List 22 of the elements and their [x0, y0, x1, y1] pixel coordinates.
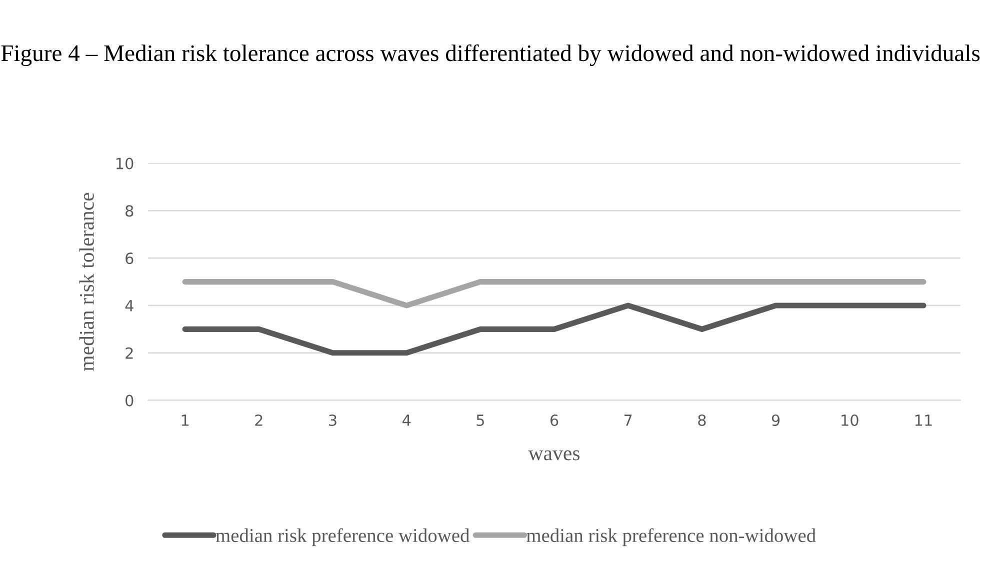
x-tick-label: 8	[698, 414, 706, 426]
y-tick-label: 0	[126, 394, 134, 406]
y-axis-title: median risk tolerance	[79, 192, 94, 372]
x-tick-label: 7	[624, 414, 632, 426]
x-tick-label: 1	[182, 414, 188, 426]
y-tick-label: 8	[126, 205, 134, 217]
y-tick-label: 6	[126, 252, 134, 264]
x-tick-label: 2	[255, 414, 262, 426]
x-axis-title: waves	[528, 450, 580, 460]
x-tick-label: 10	[842, 414, 858, 426]
x-tick-label: 5	[476, 414, 484, 426]
x-tick-label: 4	[402, 414, 411, 426]
x-tick-label: 3	[329, 414, 336, 426]
y-tick-label: 10	[116, 158, 134, 170]
x-tick-label: 11	[915, 414, 932, 426]
x-tick-label: 9	[772, 414, 780, 426]
chart-title: Figure 4 – Median risk tolerance across waves differentiated by widowed and non-widowed individuals	[1, 44, 980, 66]
x-tick-label: 6	[550, 414, 558, 426]
legend-label: median risk preference non-widowed	[526, 528, 816, 546]
y-tick-label: 4	[125, 300, 134, 312]
y-tick-label: 2	[126, 347, 133, 359]
legend-label: median risk preference widowed	[216, 528, 470, 546]
